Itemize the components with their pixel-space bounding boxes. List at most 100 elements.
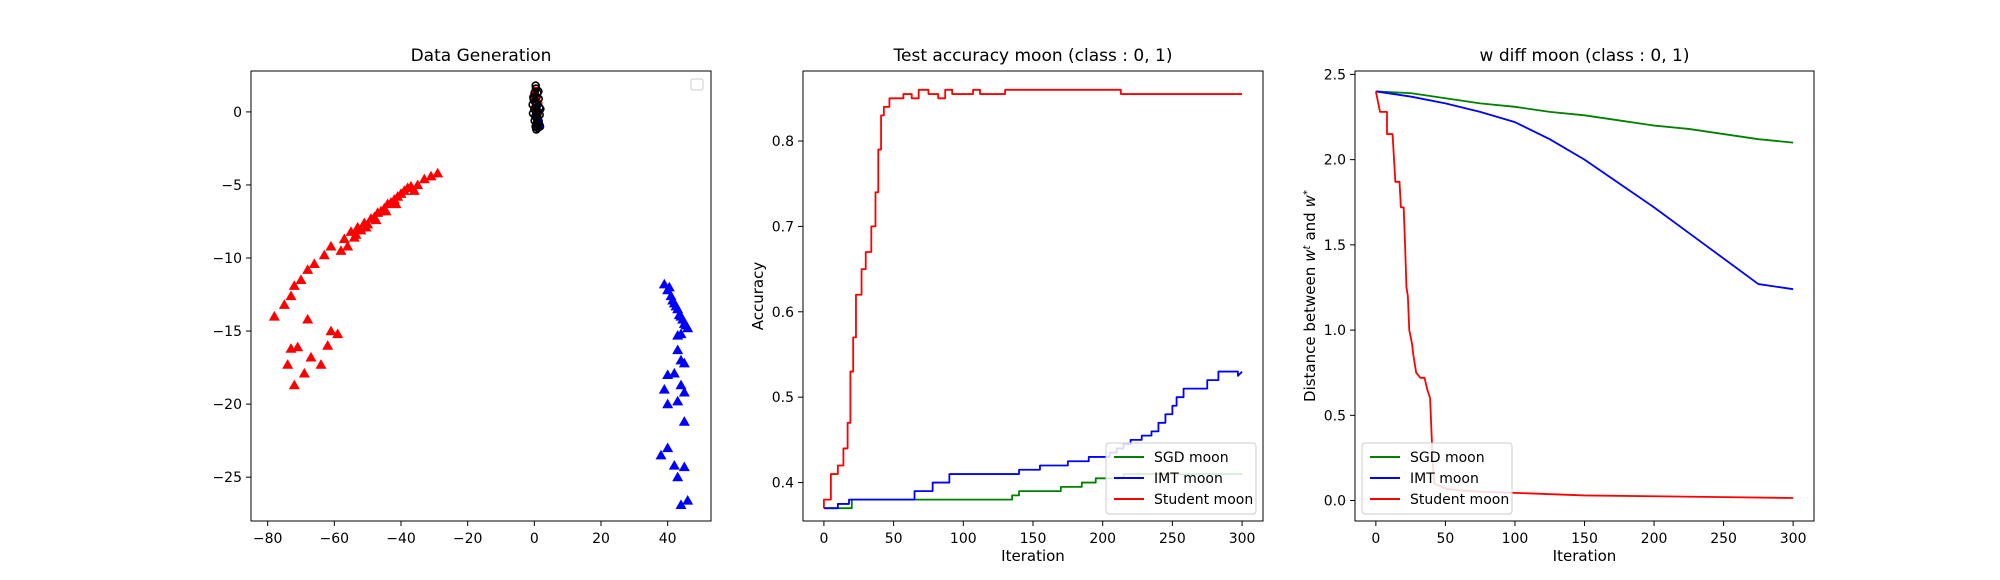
scatter-point	[432, 167, 444, 178]
y-tick-label: 0	[233, 105, 242, 121]
scatter-point	[678, 386, 690, 397]
y-axis-label: Accuracy	[749, 262, 767, 331]
chart-w-diff: w diff moon (class : 0, 1) 0 50 100 150 200 25…	[1301, 46, 1815, 565]
scatter-point	[278, 299, 290, 309]
x-tick-label: 300	[1229, 531, 1256, 547]
y-axis-label-math: and	[1301, 212, 1319, 240]
scatter-point	[425, 170, 437, 181]
legend-label: Student moon	[1410, 492, 1509, 508]
x-tick-label: 40	[659, 531, 677, 547]
scatter-point	[325, 325, 337, 336]
y-tick-label: 2.5	[1324, 67, 1346, 83]
plot-area	[1374, 90, 1794, 499]
chart-title: w diff moon (class : 0, 1)	[1480, 46, 1690, 66]
scatter-point	[678, 357, 690, 368]
scatter-point	[360, 221, 372, 232]
y-tick-label: −25	[212, 470, 242, 486]
scatter-point	[288, 379, 300, 390]
scatter-point	[288, 280, 300, 290]
y-tick-label: −10	[212, 251, 242, 267]
scatter-point	[680, 319, 692, 330]
scatter-point	[308, 258, 320, 268]
scatter-point	[325, 240, 337, 251]
y-axis-label-text: Accuracy	[749, 262, 767, 331]
scatter-point	[335, 245, 347, 255]
chart-title: Data Generation	[411, 46, 552, 66]
x-axis-label: Iteration	[1553, 547, 1617, 565]
scatter-point	[268, 310, 280, 321]
scatter-point	[663, 281, 675, 292]
y-tick-label: 0.8	[772, 134, 794, 150]
legend-label: SGD moon	[1410, 450, 1485, 466]
scatter-point	[295, 274, 307, 285]
scatter-point	[672, 395, 684, 406]
scatter-point	[678, 461, 690, 472]
scatter-point	[298, 367, 310, 378]
scatter-point	[350, 229, 362, 239]
scatter-point	[675, 379, 687, 390]
y-tick-label: 1.0	[1324, 323, 1346, 339]
y-tick-label: 0.5	[1324, 408, 1346, 424]
x-tick-label: 150	[1571, 531, 1598, 547]
y-tick-label: −5	[221, 178, 242, 194]
x-tick-label: 200	[1641, 531, 1668, 547]
legend: SGD moon IMT moon Student moon	[1361, 442, 1513, 515]
scatter-point	[682, 495, 694, 505]
legend-label: IMT moon	[1410, 471, 1479, 487]
scatter-point	[322, 340, 334, 350]
x-tick-label: 0	[530, 531, 539, 547]
x-tick-label: 20	[592, 531, 610, 547]
y-tick-label: 0.7	[772, 219, 794, 235]
y-axis-label-math: t	[1302, 244, 1313, 249]
y-tick-label: −20	[212, 397, 242, 413]
y-tick-label: 0.4	[772, 476, 794, 492]
scatter-point	[318, 249, 330, 260]
x-tick-label: 150	[1020, 531, 1047, 547]
scatter-point	[672, 344, 684, 355]
series-line	[1374, 91, 1794, 499]
scatter-point	[529, 94, 538, 104]
x-tick-label: 50	[885, 531, 903, 547]
scatter-point	[380, 205, 392, 216]
scatter-point	[528, 100, 537, 109]
x-tick-label: −80	[253, 531, 283, 547]
y-tick-label: 0.6	[772, 305, 794, 321]
scatter-point	[678, 416, 690, 426]
x-tick-label: 0	[1371, 531, 1380, 547]
y-tick-label: −15	[212, 324, 242, 340]
chart-title: Test accuracy moon (class : 0, 1)	[893, 46, 1173, 66]
axes-frame	[1354, 70, 1815, 522]
scatter-point	[536, 104, 545, 114]
scatter-point	[390, 198, 402, 209]
legend: SGD moon IMT moon Student moon	[1105, 442, 1257, 515]
scatter-point	[668, 459, 680, 470]
y-tick-label: 2.0	[1324, 153, 1346, 169]
scatter-point	[338, 233, 350, 244]
scatter-point	[408, 185, 420, 195]
series-line	[1375, 90, 1794, 144]
scatter-point	[315, 359, 327, 369]
scatter-point	[285, 290, 297, 301]
scatter-point	[668, 367, 680, 378]
y-axis-label-text: Distance between	[1301, 267, 1319, 402]
plot-area	[268, 81, 694, 510]
chart-data-generation: Data Generation −80 −60 −40 −20 0 20 40 0 −5 −10 −1…	[212, 46, 712, 547]
scatter-point	[662, 442, 674, 453]
scatter-point	[670, 300, 682, 311]
scatter-point	[655, 449, 667, 460]
legend-box	[690, 78, 704, 91]
x-tick-label: 100	[1502, 531, 1529, 547]
scatter-point	[355, 224, 367, 235]
axes-frame	[250, 70, 712, 522]
y-axis-label: Distance betweenwtandw*	[1301, 190, 1319, 402]
scatter-point	[282, 359, 294, 369]
x-tick-label: −40	[386, 531, 416, 547]
legend-label: SGD moon	[1154, 450, 1229, 466]
y-axis-label-math: w	[1301, 194, 1319, 207]
scatter-point	[675, 328, 687, 339]
scatter-point	[342, 240, 354, 251]
legend-label: IMT moon	[1154, 471, 1223, 487]
x-tick-label: 250	[1159, 531, 1186, 547]
scatter-point	[658, 384, 670, 394]
